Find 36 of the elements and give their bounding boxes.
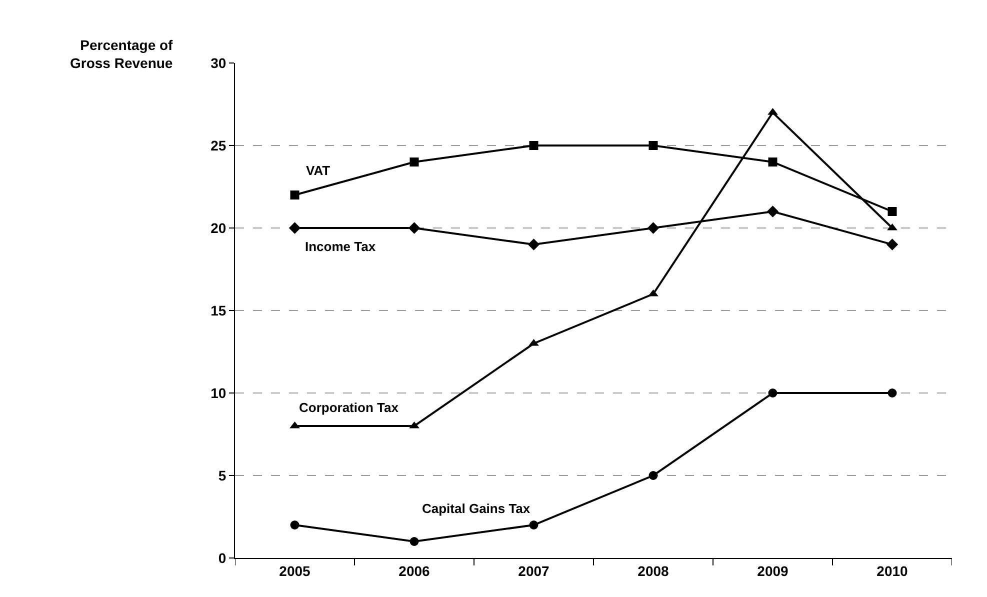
series-label: VAT: [306, 163, 330, 178]
y-tick-label: 15: [210, 302, 226, 318]
series-label: Income Tax: [305, 239, 376, 254]
x-tick-label: 2005: [279, 562, 311, 579]
point: [410, 158, 419, 166]
point: [529, 520, 538, 530]
y-tick-label: 5: [218, 467, 226, 484]
x-tick-label: 2006: [398, 562, 430, 579]
point: [647, 222, 660, 234]
point: [888, 207, 897, 216]
point: [886, 238, 898, 250]
y-tick-label: 0: [218, 550, 226, 566]
point: [768, 388, 778, 398]
point: [290, 520, 300, 530]
series-label: Capital Gains Tax: [422, 501, 531, 516]
point: [528, 238, 540, 250]
point: [410, 537, 419, 546]
point: [766, 206, 779, 218]
y-tick-label: 30: [210, 54, 226, 71]
x-tick-label: 2009: [757, 562, 789, 579]
series-label: Corporation Tax: [299, 400, 400, 415]
x-tick-label: 2008: [638, 562, 670, 579]
x-tick-label: 2007: [518, 562, 550, 579]
y-tick-label: 10: [210, 384, 226, 401]
y-tick-label: 25: [210, 137, 226, 154]
point: [888, 388, 897, 398]
point: [648, 141, 658, 150]
point: [529, 141, 538, 150]
point: [408, 222, 420, 234]
x-tick-label: 2010: [876, 562, 908, 579]
y-axis-title: Percentage of Gross Revenue: [70, 37, 174, 72]
y-tick-label: 20: [210, 220, 226, 236]
point: [288, 222, 301, 234]
point: [648, 471, 658, 480]
point: [768, 158, 778, 166]
point: [290, 190, 300, 200]
